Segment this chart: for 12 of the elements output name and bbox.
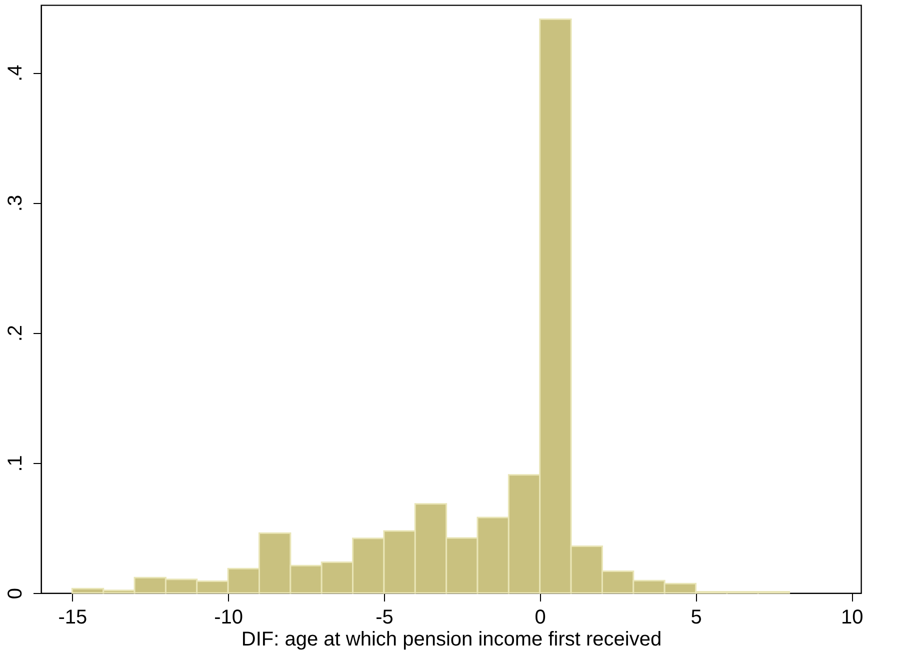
x-tick-label: -15 xyxy=(58,606,88,628)
x-tick-label: -10 xyxy=(214,606,244,628)
y-tick-label: 0 xyxy=(4,588,26,600)
y-tick-label: .1 xyxy=(4,455,26,472)
x-tick-label: 5 xyxy=(690,606,702,628)
x-tick-label: 0 xyxy=(534,606,546,628)
x-axis-title: DIF: age at which pension income first received xyxy=(241,628,662,650)
y-tick-label: .3 xyxy=(4,194,26,212)
x-tick-label: 10 xyxy=(841,606,864,628)
x-tick-label: -5 xyxy=(376,606,394,628)
y-tick-label: .4 xyxy=(4,64,26,82)
y-tick-label: .2 xyxy=(4,324,26,342)
